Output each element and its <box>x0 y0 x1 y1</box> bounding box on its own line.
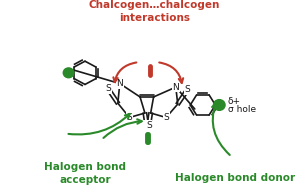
Text: S: S <box>146 121 152 130</box>
Text: S: S <box>163 113 169 122</box>
Text: Halogen bond donor: Halogen bond donor <box>175 173 295 183</box>
Text: N: N <box>173 83 179 92</box>
Text: δ+: δ+ <box>228 97 241 106</box>
Text: S: S <box>185 85 190 94</box>
Text: Chalcogen…chalcogen
interactions: Chalcogen…chalcogen interactions <box>89 0 220 23</box>
Text: Halogen bond
acceptor: Halogen bond acceptor <box>44 162 126 185</box>
Text: S: S <box>105 84 111 93</box>
Text: S: S <box>126 113 132 122</box>
Text: σ hole: σ hole <box>228 105 256 114</box>
Text: N: N <box>116 79 123 88</box>
Circle shape <box>63 68 74 78</box>
Circle shape <box>213 100 225 110</box>
Text: S: S <box>144 121 150 130</box>
